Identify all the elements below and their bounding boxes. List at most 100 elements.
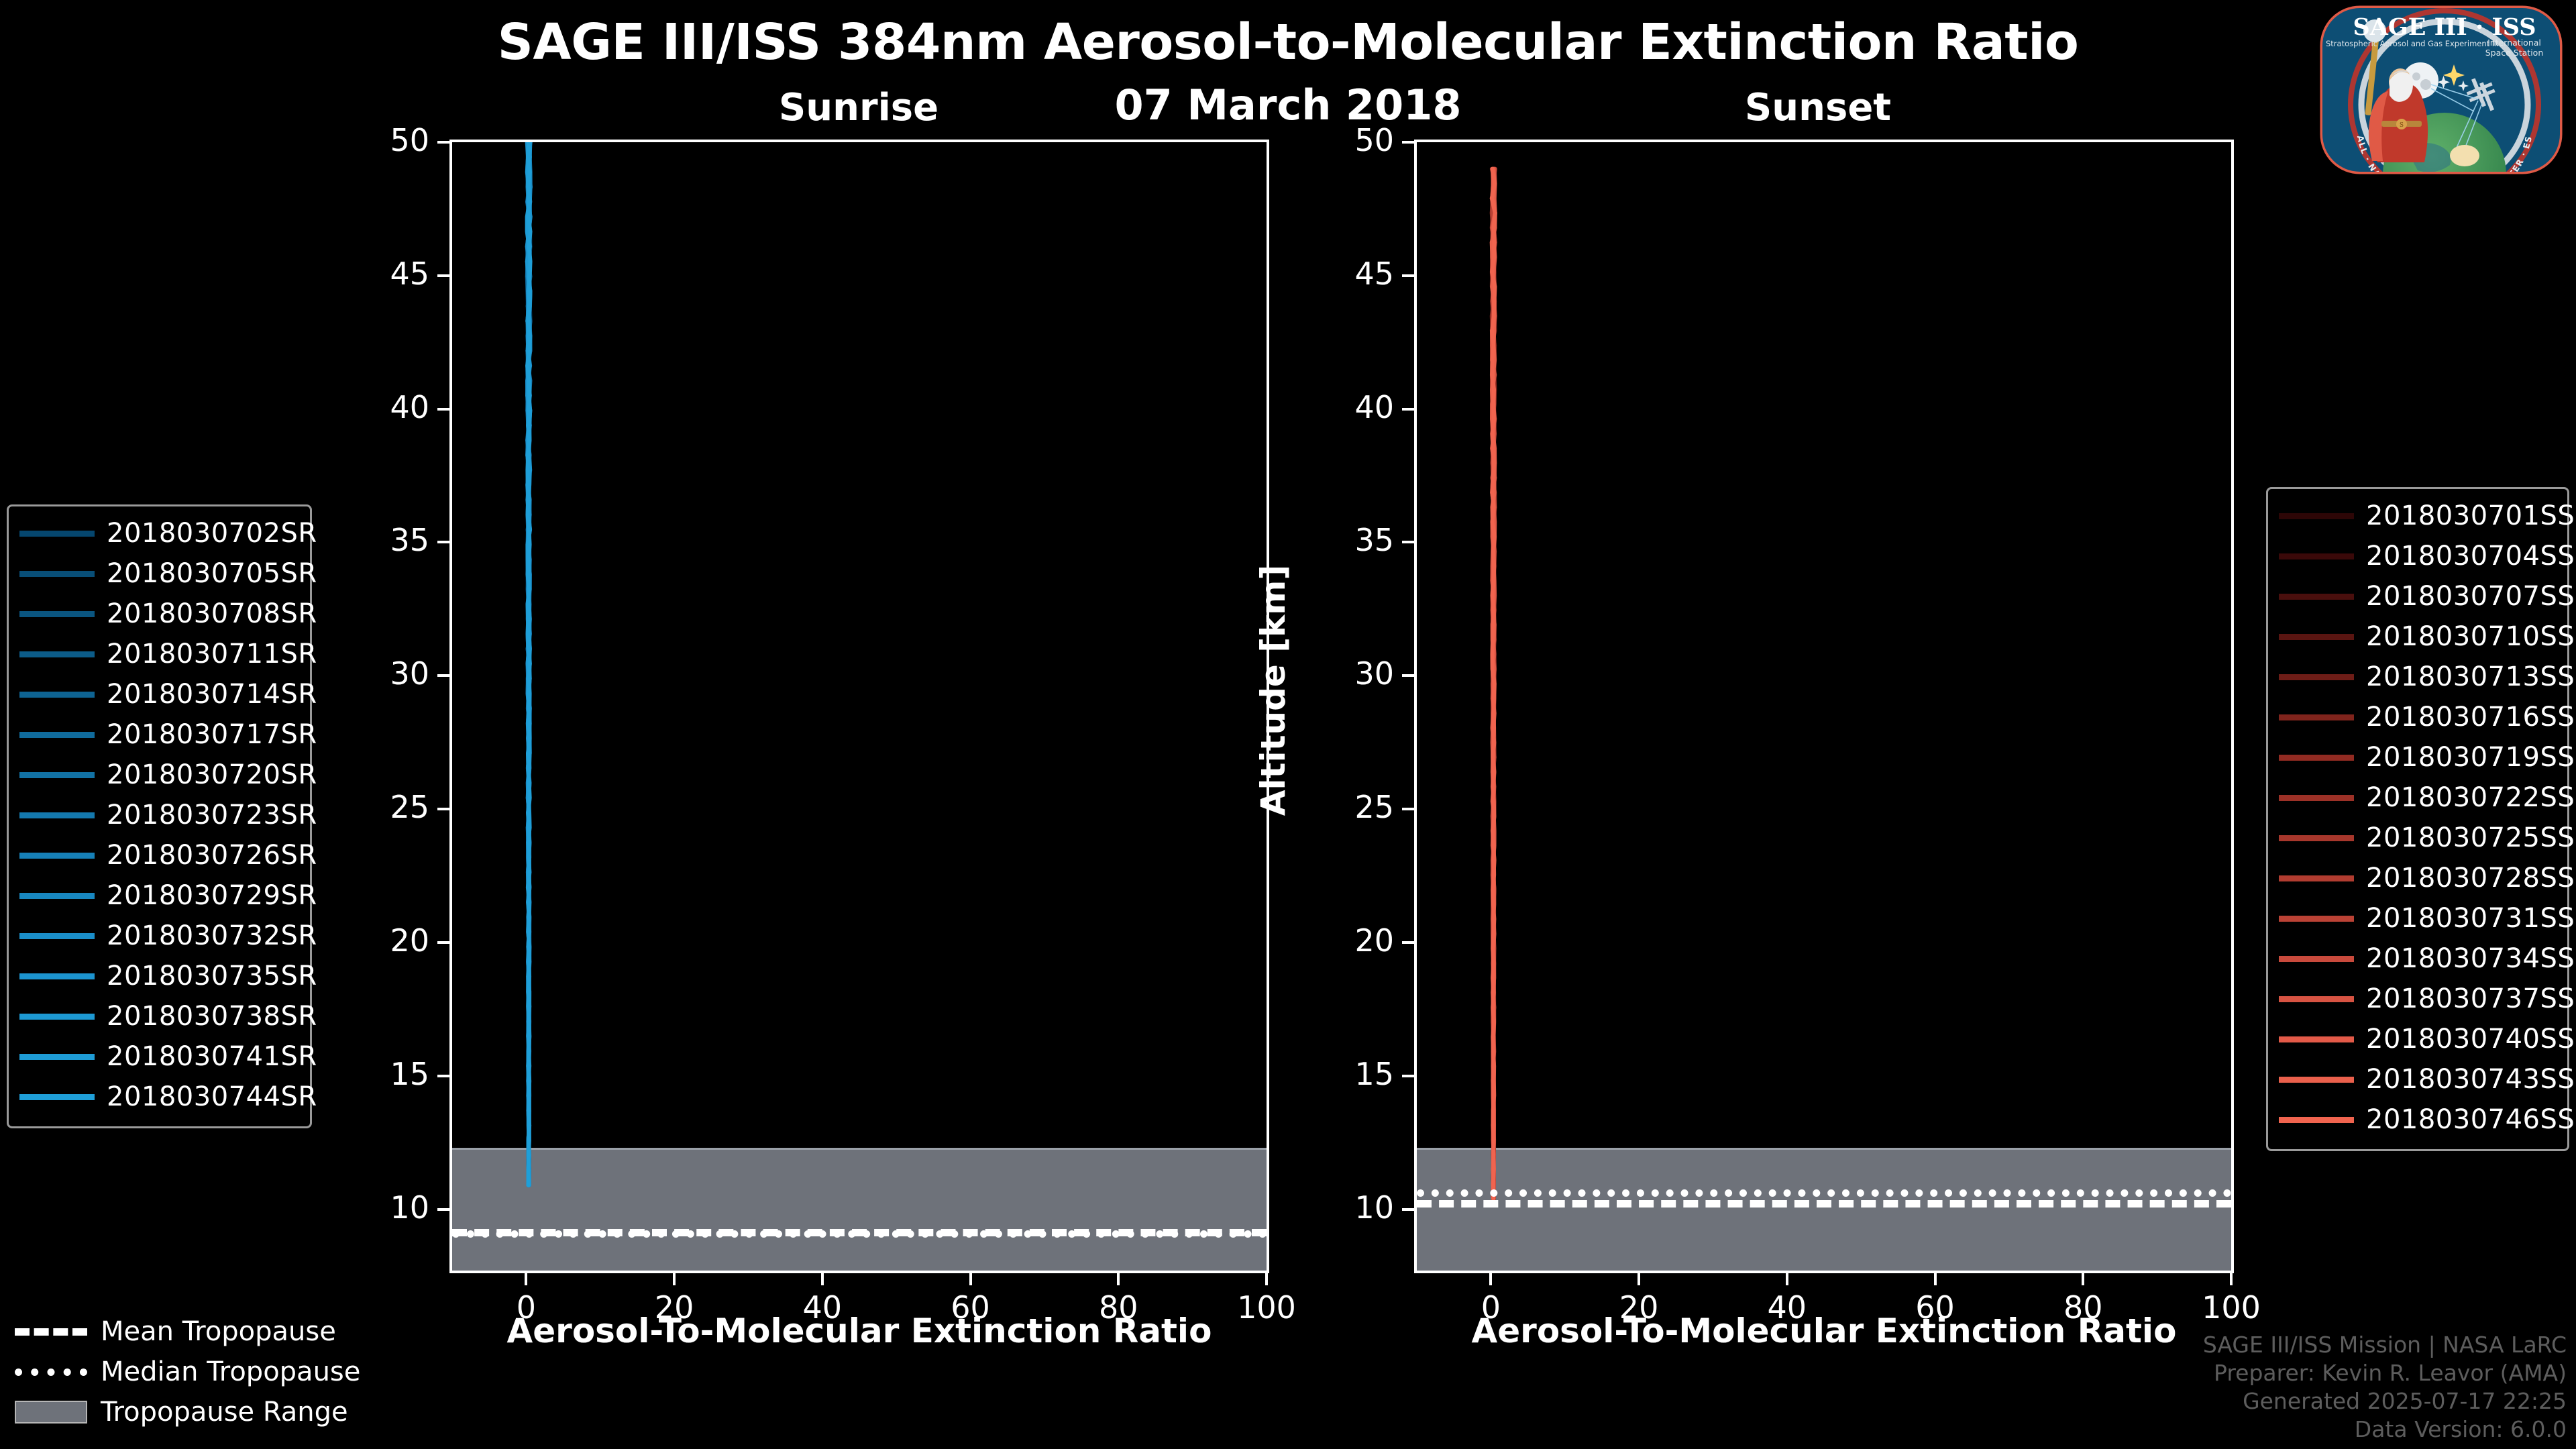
- x-axis-tick-label: 40: [802, 1289, 843, 1326]
- legend-color-swatch: [2279, 835, 2354, 841]
- legend-item-event[interactable]: 2018030710SS: [2279, 616, 2575, 657]
- x-axis-tick-label: 0: [516, 1289, 536, 1326]
- legend-item-event[interactable]: 2018030723SR: [19, 795, 317, 835]
- legend-color-swatch: [2279, 875, 2354, 881]
- legend-item-event[interactable]: 2018030731SS: [2279, 898, 2575, 938]
- legend-event-label: 2018030714SR: [107, 679, 317, 710]
- y-axis-tick-label: 20: [1354, 922, 1394, 959]
- x-axis-tick-mark: [1265, 1273, 1268, 1285]
- legend-tropopause: Mean Tropopause Median Tropopause Tropop…: [15, 1311, 390, 1432]
- filled-box-icon: [15, 1401, 87, 1424]
- legend-item-event[interactable]: 2018030740SS: [2279, 1019, 2575, 1059]
- legend-color-swatch: [19, 932, 95, 939]
- legend-event-label: 2018030710SS: [2366, 621, 2575, 652]
- panel-title-sunset: Sunset: [1744, 86, 1892, 129]
- legend-color-swatch: [19, 530, 95, 537]
- legend-item-event[interactable]: 2018030738SR: [19, 996, 317, 1036]
- legend-event-label: 2018030705SR: [107, 558, 317, 589]
- legend-item-mean-tropopause: Mean Tropopause: [15, 1311, 390, 1352]
- legend-event-label: 2018030743SS: [2366, 1064, 2575, 1095]
- y-axis-tick-mark: [1402, 808, 1414, 811]
- legend-item-event[interactable]: 2018030722SS: [2279, 777, 2575, 818]
- legend-event-label: 2018030741SR: [107, 1041, 317, 1072]
- credits-block: SAGE III/ISS Mission | NASA LaRC Prepare…: [2203, 1331, 2567, 1444]
- legend-color-swatch: [2279, 1036, 2354, 1042]
- legend-item-event[interactable]: 2018030720SR: [19, 755, 317, 795]
- legend-item-event[interactable]: 2018030732SR: [19, 916, 317, 956]
- legend-item-event[interactable]: 2018030734SS: [2279, 938, 2575, 979]
- legend-item-event[interactable]: 2018030743SS: [2279, 1059, 2575, 1099]
- credits-line-generated: Generated 2025-07-17 22:25: [2243, 1388, 2567, 1415]
- legend-item-event[interactable]: 2018030704SS: [2279, 536, 2575, 576]
- credits-line-version: Data Version: 6.0.0: [2354, 1416, 2567, 1443]
- legend-item-event[interactable]: 2018030725SS: [2279, 818, 2575, 858]
- y-axis-tick-label: 45: [1354, 255, 1394, 292]
- y-axis-tick-label: 30: [390, 655, 429, 692]
- y-axis-tick-mark: [437, 808, 449, 811]
- legend-event-label: 2018030717SR: [107, 719, 317, 750]
- legend-item-event[interactable]: 2018030729SR: [19, 875, 317, 916]
- legend-item-event[interactable]: 2018030707SS: [2279, 576, 2575, 616]
- y-axis-tick-label: 10: [1354, 1189, 1394, 1226]
- x-axis-tick-mark: [1933, 1273, 1937, 1285]
- legend-item-event[interactable]: 2018030744SR: [19, 1077, 317, 1117]
- series-trace: [525, 142, 533, 1187]
- legend-item-event[interactable]: 2018030702SR: [19, 513, 317, 553]
- legend-event-label: 2018030713SS: [2366, 661, 2575, 692]
- y-axis-tick-mark: [1402, 1208, 1414, 1211]
- legend-sunset-events[interactable]: 2018030701SS 2018030704SS 2018030707SS 2018…: [2266, 487, 2575, 1151]
- legend-color-swatch: [19, 852, 95, 859]
- y-axis-tick-label: 20: [390, 922, 429, 959]
- legend-item-event[interactable]: 2018030717SR: [19, 714, 317, 755]
- legend-color-swatch: [19, 610, 95, 617]
- plot-area-sunrise[interactable]: [449, 140, 1269, 1273]
- svg-text:S: S: [2400, 122, 2404, 129]
- legend-event-label: 2018030744SR: [107, 1081, 317, 1112]
- legend-item-event[interactable]: 2018030714SR: [19, 674, 317, 714]
- panel-title-sunrise: Sunrise: [778, 86, 939, 129]
- y-axis-tick-mark: [437, 941, 449, 944]
- legend-event-label: 2018030723SR: [107, 800, 317, 830]
- legend-color-swatch: [19, 1093, 95, 1100]
- y-axis-tick-label: 40: [390, 388, 429, 425]
- x-axis-tick-mark: [1638, 1273, 1641, 1285]
- legend-item-event[interactable]: 2018030711SR: [19, 634, 317, 674]
- y-axis-tick-mark: [1402, 941, 1414, 944]
- legend-item-event[interactable]: 2018030719SS: [2279, 737, 2575, 777]
- x-axis-tick-mark: [1785, 1273, 1788, 1285]
- legend-item-event[interactable]: 2018030728SS: [2279, 858, 2575, 898]
- legend-item-event[interactable]: 2018030708SR: [19, 594, 317, 634]
- x-axis-tick-mark: [673, 1273, 676, 1285]
- y-axis-tick-label: 35: [390, 522, 429, 559]
- legend-item-event[interactable]: 2018030746SS: [2279, 1099, 2575, 1140]
- x-axis-tick-mark: [2230, 1273, 2233, 1285]
- logo-subtitle-left: Stratospheric Aerosol and Gas Experiment…: [2326, 39, 2499, 48]
- tropopause-range-band: [1417, 1148, 2231, 1271]
- legend-item-median-tropopause: Median Tropopause: [15, 1352, 390, 1392]
- legend-event-label: 2018030729SR: [107, 880, 317, 911]
- legend-item-event[interactable]: 2018030713SS: [2279, 657, 2575, 697]
- legend-item-event[interactable]: 2018030735SR: [19, 956, 317, 996]
- legend-item-event[interactable]: 2018030716SS: [2279, 697, 2575, 737]
- legend-color-swatch: [2279, 513, 2354, 519]
- legend-item-event[interactable]: 2018030705SR: [19, 553, 317, 594]
- page-title: SAGE III/ISS 384nm Aerosol-to-Molecular …: [497, 13, 2079, 71]
- legend-item-event[interactable]: 2018030701SS: [2279, 496, 2575, 536]
- legend-event-label: 2018030735SR: [107, 961, 317, 991]
- series-trace: [1489, 166, 1497, 1201]
- dashed-line-icon: [15, 1328, 87, 1336]
- legend-item-event[interactable]: 2018030726SR: [19, 835, 317, 875]
- legend-event-label: 2018030728SS: [2366, 863, 2575, 894]
- plot-area-sunset[interactable]: [1414, 140, 2234, 1273]
- legend-item-event[interactable]: 2018030741SR: [19, 1036, 317, 1077]
- y-axis-tick-label: 15: [1354, 1055, 1394, 1092]
- legend-sunrise-events[interactable]: 2018030702SR 2018030705SR 2018030708SR 2018…: [7, 504, 317, 1128]
- mean-tropopause-line: [1417, 1199, 2231, 1208]
- x-axis-tick-label: 40: [1767, 1289, 1807, 1326]
- legend-color-swatch: [2279, 915, 2354, 922]
- legend-event-label: 2018030719SS: [2366, 742, 2575, 773]
- legend-color-swatch: [19, 691, 95, 698]
- y-axis-tick-label: 35: [1354, 522, 1394, 559]
- legend-item-event[interactable]: 2018030737SS: [2279, 979, 2575, 1019]
